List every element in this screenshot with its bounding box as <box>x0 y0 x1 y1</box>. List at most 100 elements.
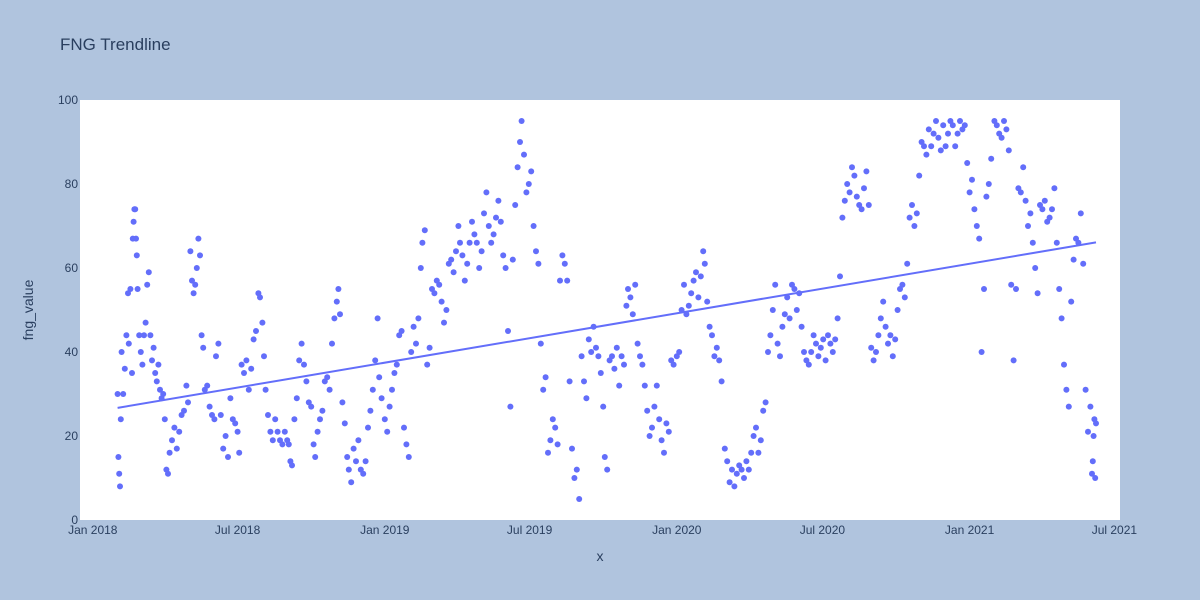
data-point <box>685 302 692 309</box>
data-point <box>1061 361 1067 368</box>
data-point <box>125 340 132 347</box>
y-axis-label: fng_value <box>20 279 36 340</box>
data-point <box>889 353 896 360</box>
data-point <box>711 353 718 360</box>
data-point <box>632 281 639 288</box>
y-tick-label: 100 <box>58 93 78 107</box>
data-point <box>916 172 923 179</box>
data-point <box>704 298 711 305</box>
data-point <box>825 332 831 339</box>
data-point <box>120 391 127 397</box>
data-point <box>431 290 438 297</box>
data-point <box>755 449 762 456</box>
data-point <box>822 357 829 364</box>
data-point <box>713 344 720 351</box>
data-point <box>341 420 348 427</box>
data-point <box>1087 403 1094 410</box>
data-point <box>757 437 764 444</box>
data-point <box>583 395 590 402</box>
data-point <box>481 210 487 217</box>
data-point <box>464 260 471 267</box>
data-point <box>1058 315 1065 322</box>
data-point <box>245 386 252 393</box>
data-point <box>310 441 317 448</box>
data-point <box>483 189 490 196</box>
data-point <box>488 239 495 246</box>
data-point <box>769 307 776 313</box>
data-point <box>274 428 281 435</box>
data-point <box>436 281 443 288</box>
data-point <box>718 378 725 385</box>
x-tick-label: Jan 2018 <box>68 523 118 537</box>
data-point <box>988 155 995 162</box>
data-point <box>227 395 234 402</box>
data-point <box>115 454 122 460</box>
data-point <box>419 239 426 246</box>
data-point <box>466 239 473 246</box>
data-point <box>1090 433 1097 439</box>
data-point <box>613 344 620 351</box>
data-point <box>1056 286 1063 292</box>
data-point <box>121 365 128 372</box>
data-point <box>588 349 595 355</box>
data-point <box>453 248 459 255</box>
data-point <box>459 252 466 259</box>
data-point <box>738 466 745 473</box>
data-point <box>133 235 139 242</box>
data-point <box>892 336 899 343</box>
data-point <box>561 260 568 267</box>
data-point <box>1085 428 1091 435</box>
data-point <box>507 403 514 410</box>
y-tick-label: 80 <box>65 177 79 191</box>
data-point <box>134 286 141 292</box>
data-point <box>301 361 307 368</box>
data-point <box>291 416 298 423</box>
data-point <box>961 122 968 129</box>
data-point <box>877 315 884 322</box>
data-point <box>441 319 447 326</box>
data-point <box>262 386 269 393</box>
data-point <box>308 403 315 410</box>
data-point <box>839 214 846 221</box>
data-point <box>362 458 369 465</box>
data-point <box>265 412 271 418</box>
data-point <box>473 239 480 246</box>
data-point <box>585 336 592 343</box>
data-point <box>875 332 882 339</box>
data-point <box>374 315 381 322</box>
data-point <box>217 412 224 418</box>
data-point <box>774 340 781 347</box>
data-point <box>743 458 750 465</box>
data-point <box>1032 265 1039 271</box>
data-point <box>367 407 374 414</box>
data-point <box>211 416 218 423</box>
data-point <box>376 374 383 381</box>
data-point <box>476 265 483 271</box>
data-point <box>150 344 157 351</box>
data-point <box>157 386 163 393</box>
data-point <box>581 378 587 385</box>
data-point <box>621 361 627 368</box>
data-point <box>1089 458 1096 465</box>
data-point <box>571 475 578 481</box>
data-point <box>424 361 431 368</box>
data-point <box>144 281 151 288</box>
data-point <box>171 424 178 431</box>
data-point <box>623 302 630 309</box>
data-point <box>141 332 147 339</box>
y-tick-label: 0 <box>71 513 78 527</box>
data-point <box>147 332 154 339</box>
data-point <box>495 197 502 204</box>
data-point <box>709 332 715 339</box>
data-point <box>658 437 665 444</box>
data-point <box>517 139 523 145</box>
data-point <box>152 370 159 376</box>
data-point <box>733 470 740 477</box>
data-point <box>360 470 367 477</box>
data-point <box>153 378 160 385</box>
data-point <box>813 340 819 347</box>
data-point <box>530 223 537 229</box>
data-point <box>616 382 623 389</box>
